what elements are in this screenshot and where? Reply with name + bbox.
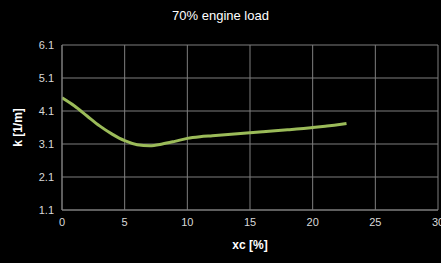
svg-text:30: 30 (432, 216, 433, 228)
svg-text:4.1: 4.1 (39, 105, 54, 117)
svg-text:10: 10 (181, 216, 193, 228)
svg-text:0: 0 (59, 216, 65, 228)
svg-text:xc [%]: xc [%] (232, 238, 267, 252)
svg-text:1.1: 1.1 (39, 204, 54, 216)
svg-text:6.1: 6.1 (39, 39, 54, 51)
svg-text:25: 25 (369, 216, 381, 228)
svg-text:5: 5 (122, 216, 128, 228)
svg-text:k [1/m]: k [1/m] (11, 108, 25, 147)
svg-text:15: 15 (244, 216, 256, 228)
svg-text:5.1: 5.1 (39, 72, 54, 84)
svg-text:3.1: 3.1 (39, 138, 54, 150)
svg-text:2.1: 2.1 (39, 171, 54, 183)
html-text:70% engine load: 70% engine load (172, 8, 269, 23)
svg-text:20: 20 (307, 216, 319, 228)
